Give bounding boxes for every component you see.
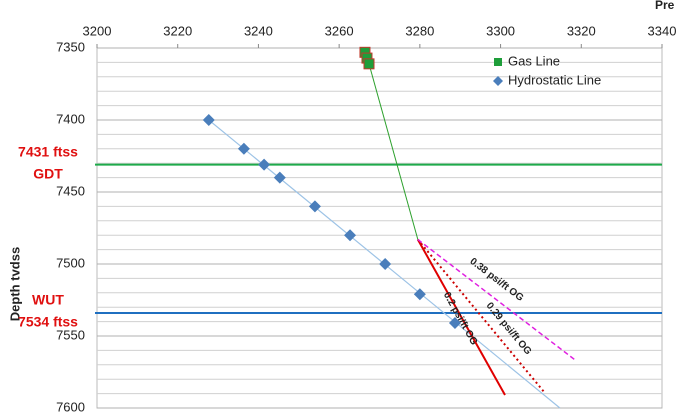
y-tick-label: 7600	[56, 399, 85, 414]
marker	[258, 158, 271, 171]
marker	[202, 114, 215, 126]
x-tick-label: 3300	[486, 23, 515, 38]
plot-area	[96, 47, 663, 409]
legend-marker	[493, 76, 503, 86]
marker	[448, 317, 461, 330]
x-tick-label: 3200	[83, 23, 112, 38]
y-tick-label: 7350	[56, 39, 85, 54]
trend-line	[417, 238, 576, 361]
line-label: WUT	[32, 292, 64, 308]
marker	[379, 258, 392, 270]
marker	[344, 229, 357, 242]
y-tick-label: 7500	[56, 255, 85, 270]
marker	[308, 200, 321, 213]
line-label: GDT	[33, 165, 63, 181]
y-tick-label: 7400	[56, 111, 85, 126]
legend-marker	[494, 58, 502, 66]
legend-label: Gas Line	[508, 53, 560, 68]
line-label: 7534 ftss	[18, 314, 78, 330]
x-tick-label: 3240	[244, 23, 273, 38]
marker	[237, 142, 250, 155]
y-tick-label: 7450	[56, 183, 85, 198]
line-label: 7431 ftss	[18, 143, 78, 159]
x-tick-label: 3340	[648, 23, 677, 38]
x-tick-label: 3320	[567, 23, 596, 38]
x-tick-label: 3260	[325, 23, 354, 38]
y-axis-title: Depth tvdss	[7, 247, 22, 321]
trend-line	[368, 63, 419, 240]
marker	[413, 288, 426, 301]
trend-line	[416, 239, 506, 396]
y-tick-label: 7550	[56, 327, 85, 342]
x-tick-label: 3280	[405, 23, 434, 38]
legend-label: Hydrostatic Line	[508, 72, 601, 87]
marker	[363, 58, 375, 70]
x-tick-label: 3220	[163, 23, 192, 38]
marker	[273, 171, 286, 184]
x-axis-title: Pre	[655, 0, 675, 12]
trend-line	[417, 238, 546, 394]
